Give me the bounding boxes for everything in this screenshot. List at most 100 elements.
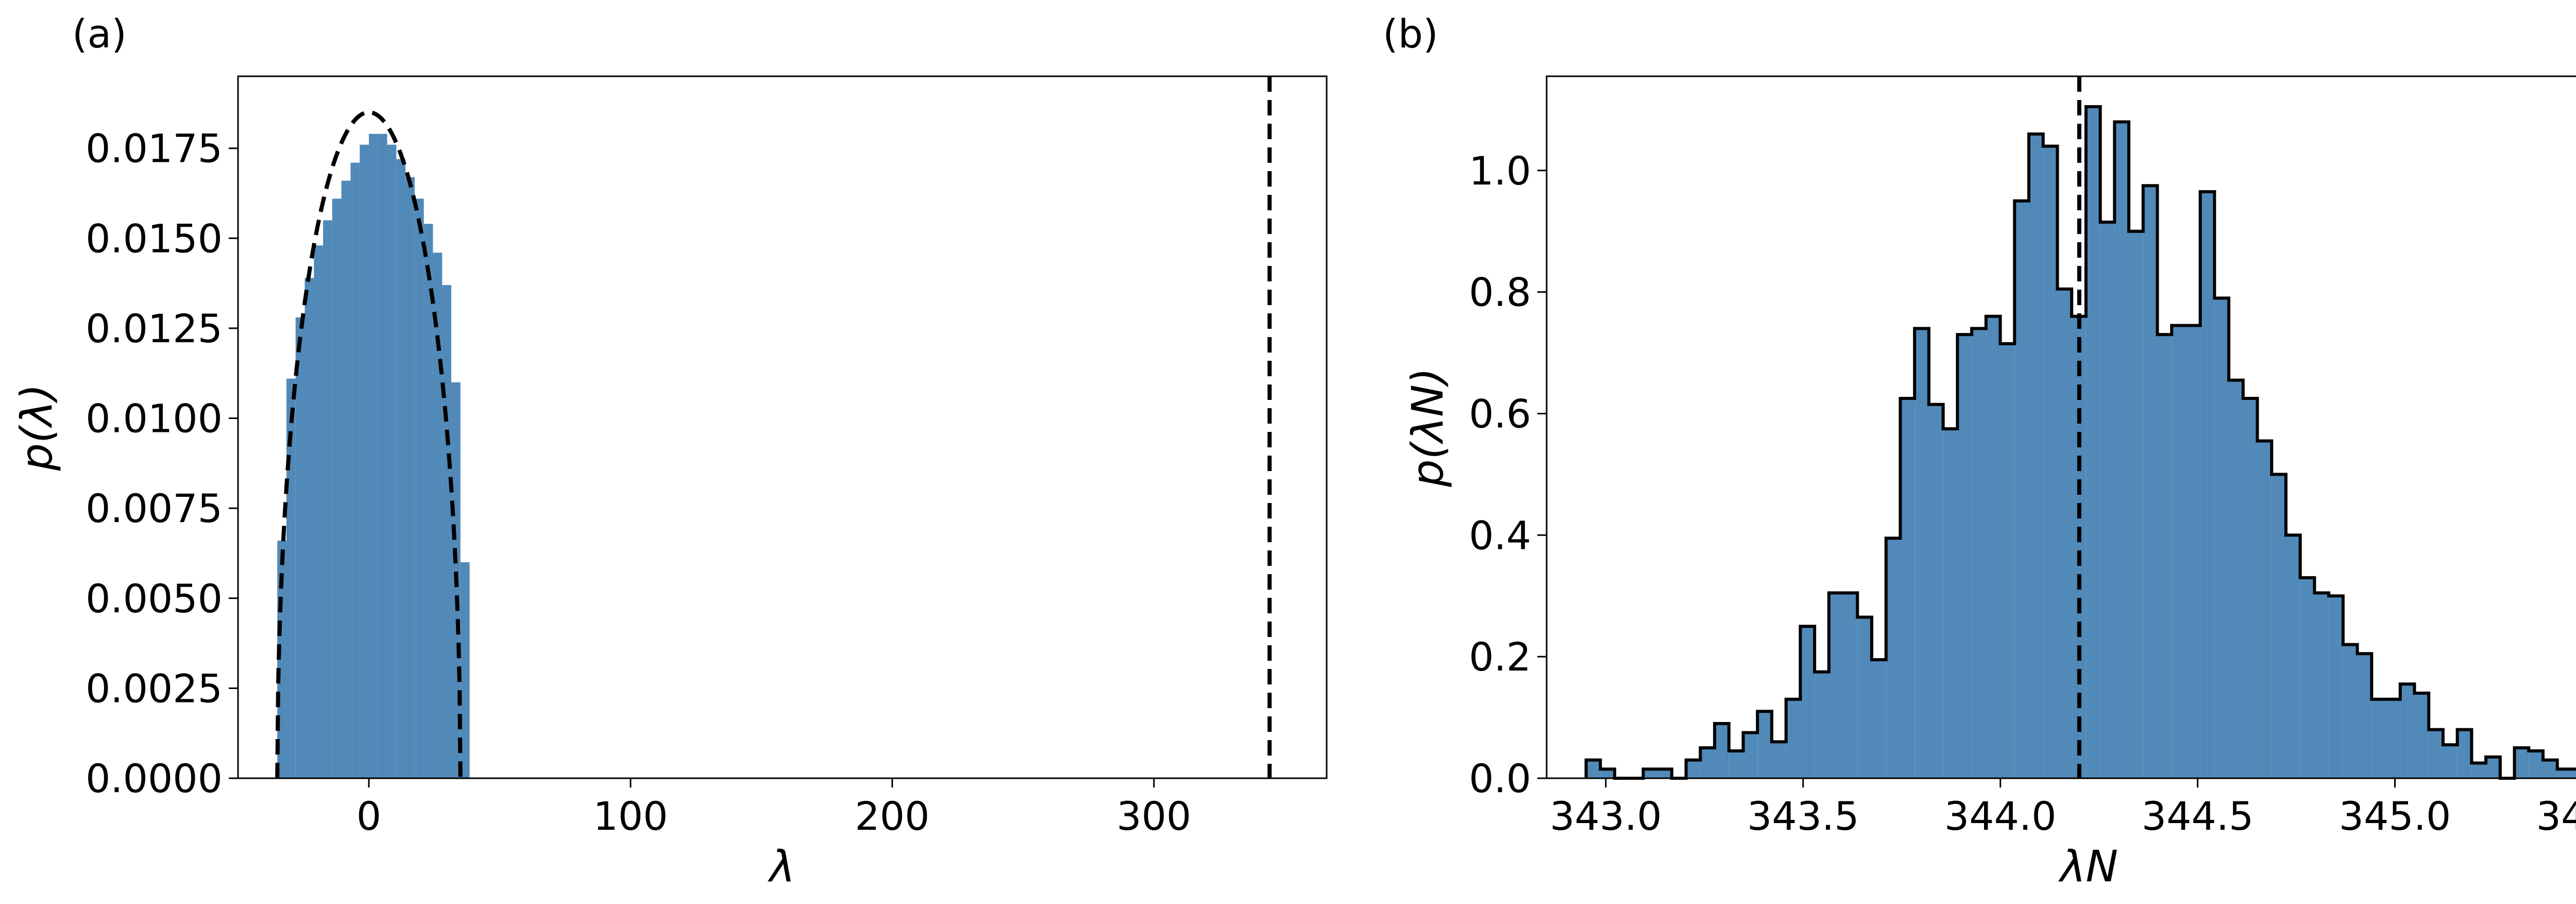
histogram-bar <box>2014 200 2029 779</box>
histogram-bar <box>1943 428 1958 778</box>
histogram-bar <box>2471 763 2486 778</box>
histogram-bar <box>2343 644 2358 778</box>
histogram-bar <box>1886 538 1901 778</box>
histogram-bar <box>2371 699 2386 778</box>
histogram-bar <box>433 253 443 778</box>
panel-b-histogram <box>1586 106 2576 779</box>
histogram-bar <box>368 133 378 778</box>
y-tick-label: 0.0000 <box>86 756 223 801</box>
histogram-bar <box>332 198 342 778</box>
y-tick-label: 0.0050 <box>86 576 223 622</box>
histogram-bar <box>442 285 451 778</box>
histogram-bar <box>1715 723 1729 778</box>
histogram-bar <box>2514 748 2529 778</box>
histogram-bar <box>1914 328 1929 778</box>
histogram-bar <box>378 133 387 778</box>
histogram-bar <box>2529 750 2543 778</box>
x-tick-label: 344.5 <box>2142 793 2254 839</box>
histogram-bar <box>341 180 351 778</box>
histogram-bar <box>1857 617 1872 778</box>
x-tick-label: 345.5 <box>2536 793 2576 839</box>
histogram-bar <box>1800 626 1815 778</box>
y-tick-label: 0.0025 <box>86 665 223 711</box>
panel-a-histogram <box>277 133 470 779</box>
histogram-bar <box>2557 769 2572 778</box>
histogram-bar <box>396 159 406 779</box>
histogram-bar <box>2057 289 2072 778</box>
histogram-bar <box>2429 729 2443 778</box>
histogram-bar <box>2000 343 2015 778</box>
histogram-bar <box>2486 757 2500 778</box>
y-tick-label: 0.2 <box>1469 634 1531 680</box>
histogram-bar <box>2414 693 2429 778</box>
histogram-bar <box>460 562 470 778</box>
panel-b-y-axis: 0.0 0.2 0.4 0.6 0.8 1.0 <box>1469 148 1547 801</box>
histogram-bar <box>350 162 360 779</box>
histogram-bar <box>2314 593 2329 778</box>
y-tick-label: 0.6 <box>1469 391 1531 437</box>
panel-b: (b) 0.00.20.40.60.81.0 343.0 343.5 344.0 34… <box>1383 11 2576 892</box>
histogram-bar <box>1828 593 1843 778</box>
panel-a-frame <box>237 75 1328 779</box>
histogram-bar <box>2185 325 2200 778</box>
histogram-bar <box>314 245 324 779</box>
histogram-bar <box>2143 186 2158 778</box>
histogram-bar <box>2285 535 2300 778</box>
histogram-bar <box>295 317 305 778</box>
panel-b-x-axis: 343.0 343.5 344.0 344.5 345.0 345.5 <box>1550 778 2576 839</box>
histogram-bar <box>1657 769 1672 778</box>
panel-a-x-axis: 0 100 200 300 <box>357 778 1191 839</box>
histogram-bar <box>2172 325 2186 778</box>
histogram-bar <box>2257 441 2272 778</box>
panel-b-label: (b) <box>1383 11 1438 57</box>
histogram-bar <box>2400 684 2415 778</box>
y-tick-label: 0.0100 <box>86 396 223 442</box>
histogram-bar <box>2386 699 2400 778</box>
histogram-bar <box>1872 660 1886 778</box>
panel-a-y-axis: 0.0000 0.0025 0.0050 0.0075 0.0100 0.0125 0.01… <box>86 126 238 801</box>
histogram-bar <box>1686 760 1701 778</box>
histogram-bar <box>1643 769 1658 778</box>
histogram-bar <box>2129 231 2143 778</box>
histogram-bar <box>2028 134 2043 778</box>
histogram-bar <box>387 144 397 778</box>
histogram-bar <box>2157 334 2172 778</box>
histogram-bar <box>286 378 296 778</box>
histogram-bar <box>1900 398 1915 778</box>
histogram-bar <box>323 220 332 778</box>
histogram-bar <box>1928 404 1943 778</box>
panel-b-frame <box>1546 75 2576 779</box>
histogram-bar <box>2357 654 2372 778</box>
y-tick-label: 0.0125 <box>86 306 223 351</box>
histogram-bar <box>2543 760 2557 778</box>
x-tick-label: 344.0 <box>1944 793 2057 839</box>
histogram-bar <box>2329 596 2343 778</box>
histogram-bar <box>1957 334 1972 778</box>
histogram-bar <box>2229 380 2243 778</box>
x-tick-label: 343.5 <box>1747 793 1859 839</box>
panel-a-y-axis-label: p(λ) <box>11 384 62 472</box>
histogram-bar <box>1786 699 1801 778</box>
histogram-bar <box>2200 192 2215 778</box>
x-tick-label: 100 <box>593 793 668 839</box>
histogram-bar <box>2214 298 2229 778</box>
histogram-bar <box>1986 316 2001 778</box>
histogram-bar <box>2086 106 2100 778</box>
y-tick-label: 0.0175 <box>86 126 223 172</box>
histogram-bar <box>2272 474 2286 778</box>
histogram-bar <box>1972 328 1986 778</box>
histogram-bar <box>2457 729 2472 778</box>
histogram-bar <box>1771 742 1786 778</box>
histogram-bar <box>2300 577 2315 778</box>
histogram-bar <box>1728 750 1743 778</box>
panel-a-x-axis-label: λ <box>768 841 795 892</box>
y-tick-label: 0.4 <box>1469 512 1531 558</box>
y-tick-label: 0.0075 <box>86 486 223 531</box>
histogram-bar <box>1843 593 1858 778</box>
panel-b-y-axis-label: p(λN) <box>1402 367 1453 487</box>
histogram-bar <box>1586 760 1601 778</box>
panel-a: (a) 0.0000 0.0025 0.0050 0.0075 0.0100 0.0125… <box>11 11 1328 892</box>
y-tick-label: 1.0 <box>1469 148 1531 194</box>
histogram-bar <box>1600 769 1615 778</box>
